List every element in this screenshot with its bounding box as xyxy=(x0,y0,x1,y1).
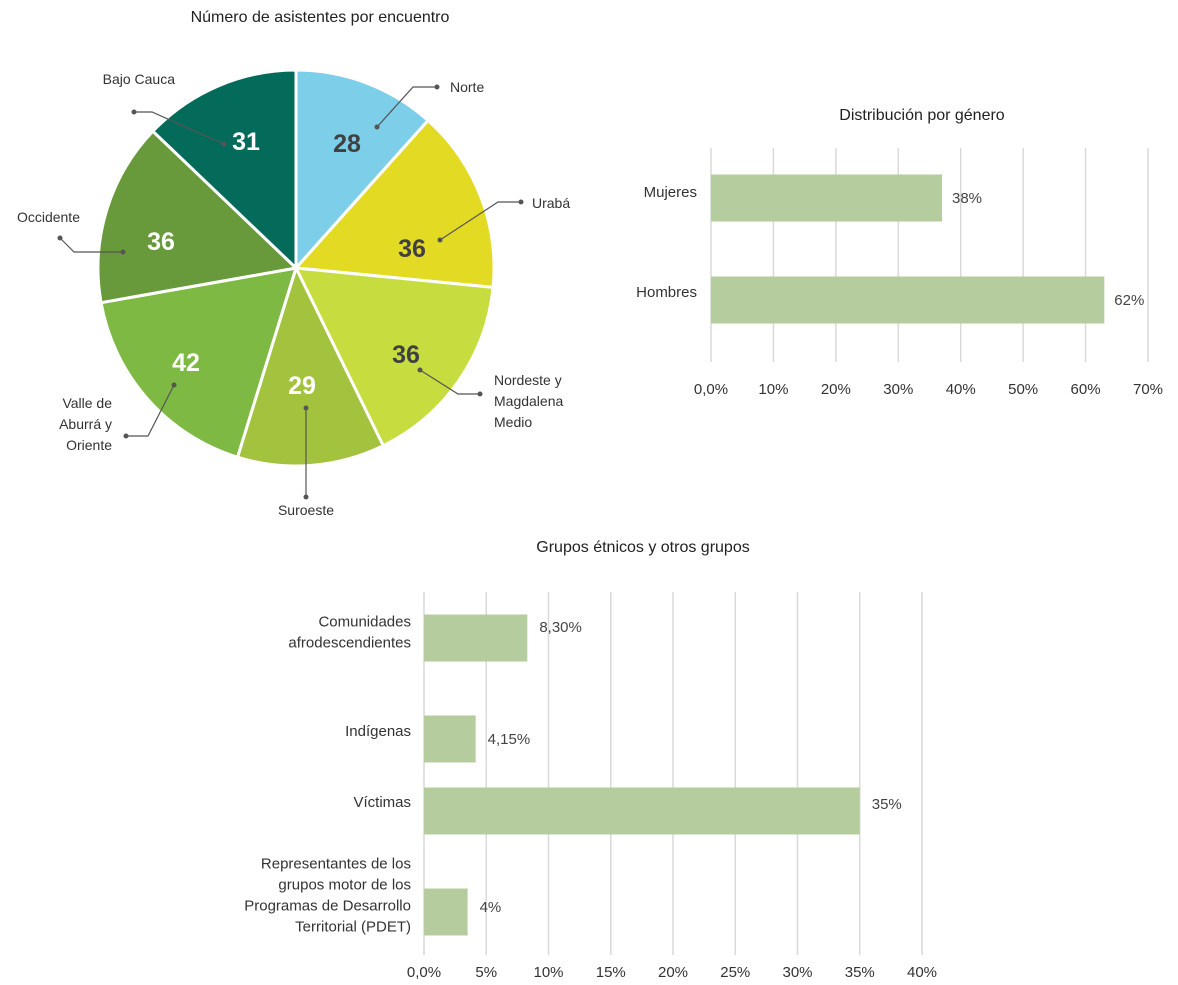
pie-category-label: Suroeste xyxy=(278,502,334,518)
pie-category-label: Nordeste y Magdalena Medio xyxy=(494,372,563,430)
category-label: Comunidades afrodescendientes xyxy=(288,614,411,652)
x-tick-label: 60% xyxy=(1071,381,1101,398)
bar xyxy=(424,888,468,936)
bar-value-label: 38% xyxy=(952,190,982,207)
x-tick-label: 0,0% xyxy=(407,964,441,981)
pie-slice xyxy=(294,68,431,272)
pie-callout-dot xyxy=(417,367,423,373)
pie-callout-dot xyxy=(303,494,309,500)
x-tick-label: 5% xyxy=(475,964,497,981)
category-label: Víctimas xyxy=(353,794,411,811)
pie-title: Número de asistentes por encuentro xyxy=(191,9,450,26)
x-tick-label: 20% xyxy=(658,964,688,981)
pie-callout-dot xyxy=(171,382,177,388)
pie-value-label: 31 xyxy=(232,128,260,156)
x-tick-label: 50% xyxy=(1008,381,1038,398)
pie-slice xyxy=(292,118,496,289)
pie-callout-line xyxy=(134,111,225,145)
pie-callout-dot xyxy=(120,249,126,255)
pie-callout-line xyxy=(439,201,521,241)
x-tick-label: 70% xyxy=(1133,381,1163,398)
pie-callout-dot xyxy=(374,124,380,130)
pie-callout-line xyxy=(376,86,437,128)
pie-slice xyxy=(293,266,495,448)
x-tick-label: 40% xyxy=(946,381,976,398)
pie-callout-dot xyxy=(123,433,129,439)
x-tick-label: 35% xyxy=(845,964,875,981)
pie-chart: Número de asistentes por encuentro 28 36 3… xyxy=(17,9,570,518)
pie-callout-line xyxy=(59,237,123,253)
pie-category-label: Valle de Aburrá y Oriente xyxy=(59,395,112,453)
x-tick-label: 15% xyxy=(596,964,626,981)
pie-value-label: 42 xyxy=(172,349,200,377)
x-tick-label: 25% xyxy=(720,964,750,981)
pie-category-label: Urabá xyxy=(532,195,570,211)
x-tick-label: 30% xyxy=(883,381,913,398)
pie-category-label: Occidente xyxy=(17,209,80,225)
ethnic-bar-chart: Grupos étnicos y otros grupos Comunidade… xyxy=(244,539,937,981)
pie-callout-dot xyxy=(434,84,440,90)
bar-value-label: 4,15% xyxy=(488,731,531,748)
category-label: Indígenas xyxy=(345,723,411,740)
x-tick-label: 40% xyxy=(907,964,937,981)
x-tick-label: 30% xyxy=(782,964,812,981)
pie-slice xyxy=(99,266,299,460)
pie-value-label: 29 xyxy=(288,372,316,400)
pie-callout-dot xyxy=(437,237,443,243)
pie-callout-dot xyxy=(518,199,524,205)
pie-slice xyxy=(150,68,298,272)
gender-bar-chart: Distribución por género Mujeres Hombres 3… xyxy=(636,107,1163,398)
pie-callout-dot xyxy=(303,405,309,411)
bar xyxy=(424,614,528,662)
bar xyxy=(711,174,942,222)
ethnic-title: Grupos étnicos y otros grupos xyxy=(536,539,749,556)
bar xyxy=(711,276,1105,324)
bar-value-label: 4% xyxy=(480,899,502,916)
pie-category-label: Bajo Cauca xyxy=(103,71,176,87)
pie-slice xyxy=(96,129,300,305)
pie-slice xyxy=(235,263,386,468)
pie-value-label: 36 xyxy=(147,228,175,256)
x-tick-label: 0,0% xyxy=(694,381,728,398)
pie-value-label: 28 xyxy=(333,130,361,158)
bar xyxy=(424,715,476,763)
pie-category-label: Norte xyxy=(450,79,484,95)
category-label: Representantes de los grupos motor de los… xyxy=(244,856,411,936)
pie-value-label: 36 xyxy=(398,235,426,263)
pie-callout-dot xyxy=(477,391,483,397)
bar-value-label: 35% xyxy=(872,796,902,813)
x-tick-label: 10% xyxy=(533,964,563,981)
x-tick-label: 20% xyxy=(821,381,851,398)
gender-title: Distribución por género xyxy=(839,107,1005,124)
pie-value-label: 36 xyxy=(392,341,420,369)
bar xyxy=(424,787,860,835)
category-label: Mujeres xyxy=(644,184,697,201)
pie-callout-dot xyxy=(221,141,227,147)
pie-callout-line xyxy=(126,384,175,437)
pie-callout-dot xyxy=(57,235,63,241)
bar-value-label: 8,30% xyxy=(539,619,582,636)
x-tick-label: 10% xyxy=(758,381,788,398)
bar-value-label: 62% xyxy=(1114,292,1144,309)
pie-callout-dot xyxy=(131,109,137,115)
category-label: Hombres xyxy=(636,284,697,301)
pie-callout-line xyxy=(419,369,480,395)
